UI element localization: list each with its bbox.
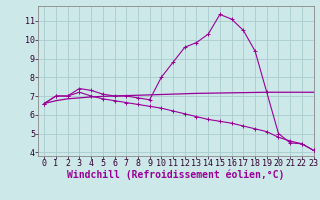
X-axis label: Windchill (Refroidissement éolien,°C): Windchill (Refroidissement éolien,°C): [67, 170, 285, 180]
